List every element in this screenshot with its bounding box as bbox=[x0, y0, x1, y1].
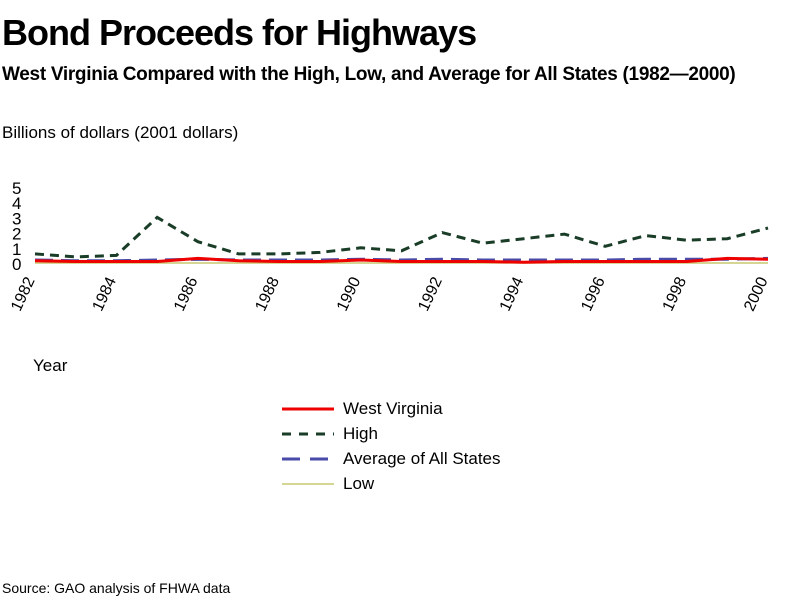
x-tick-label: 1992 bbox=[415, 274, 445, 314]
y-tick-label: 5 bbox=[12, 179, 21, 198]
chart-subtitle: West Virginia Compared with the High, Lo… bbox=[2, 64, 736, 85]
x-tick-label: 1988 bbox=[253, 274, 283, 314]
legend-label: Low bbox=[343, 473, 375, 493]
x-tick-label: 1996 bbox=[578, 274, 608, 314]
legend-item: Average of All States bbox=[282, 446, 501, 471]
series-line-high bbox=[34, 215, 769, 259]
legend-item: West Virginia bbox=[282, 396, 501, 421]
x-tick-label: 1994 bbox=[497, 274, 527, 314]
y-tick-label: 0 bbox=[12, 255, 21, 274]
chart-legend: West Virginia High Average of All States Lo… bbox=[282, 396, 501, 496]
x-tick-label: 1998 bbox=[660, 274, 690, 314]
legend-label: West Virginia bbox=[343, 398, 443, 418]
legend-swatch bbox=[282, 457, 334, 460]
series-line-west-virginia bbox=[34, 256, 769, 264]
y-tick-label: 2 bbox=[12, 225, 21, 244]
y-tick-label: 1 bbox=[12, 240, 21, 259]
source-note: Source: GAO analysis of FHWA data bbox=[2, 580, 231, 596]
legend-label: High bbox=[343, 423, 378, 443]
x-tick-label: 1982 bbox=[8, 274, 38, 314]
y-tick-label: 3 bbox=[12, 209, 21, 228]
x-tick-label: 1984 bbox=[90, 274, 120, 314]
y-axis-label: Billions of dollars (2001 dollars) bbox=[2, 123, 239, 142]
legend-swatch bbox=[282, 432, 334, 435]
y-tick-label: 4 bbox=[12, 194, 21, 213]
legend-swatch bbox=[282, 407, 334, 410]
x-tick-label: 2000 bbox=[741, 274, 771, 314]
legend-item: Low bbox=[282, 471, 501, 496]
x-tick-label: 1990 bbox=[334, 274, 364, 314]
legend-swatch bbox=[282, 482, 334, 485]
legend-item: High bbox=[282, 421, 501, 446]
x-tick-label: 1986 bbox=[171, 274, 201, 314]
x-axis-label: Year bbox=[33, 356, 68, 375]
chart-title: Bond Proceeds for Highways bbox=[2, 12, 477, 53]
legend-label: Average of All States bbox=[343, 448, 501, 468]
